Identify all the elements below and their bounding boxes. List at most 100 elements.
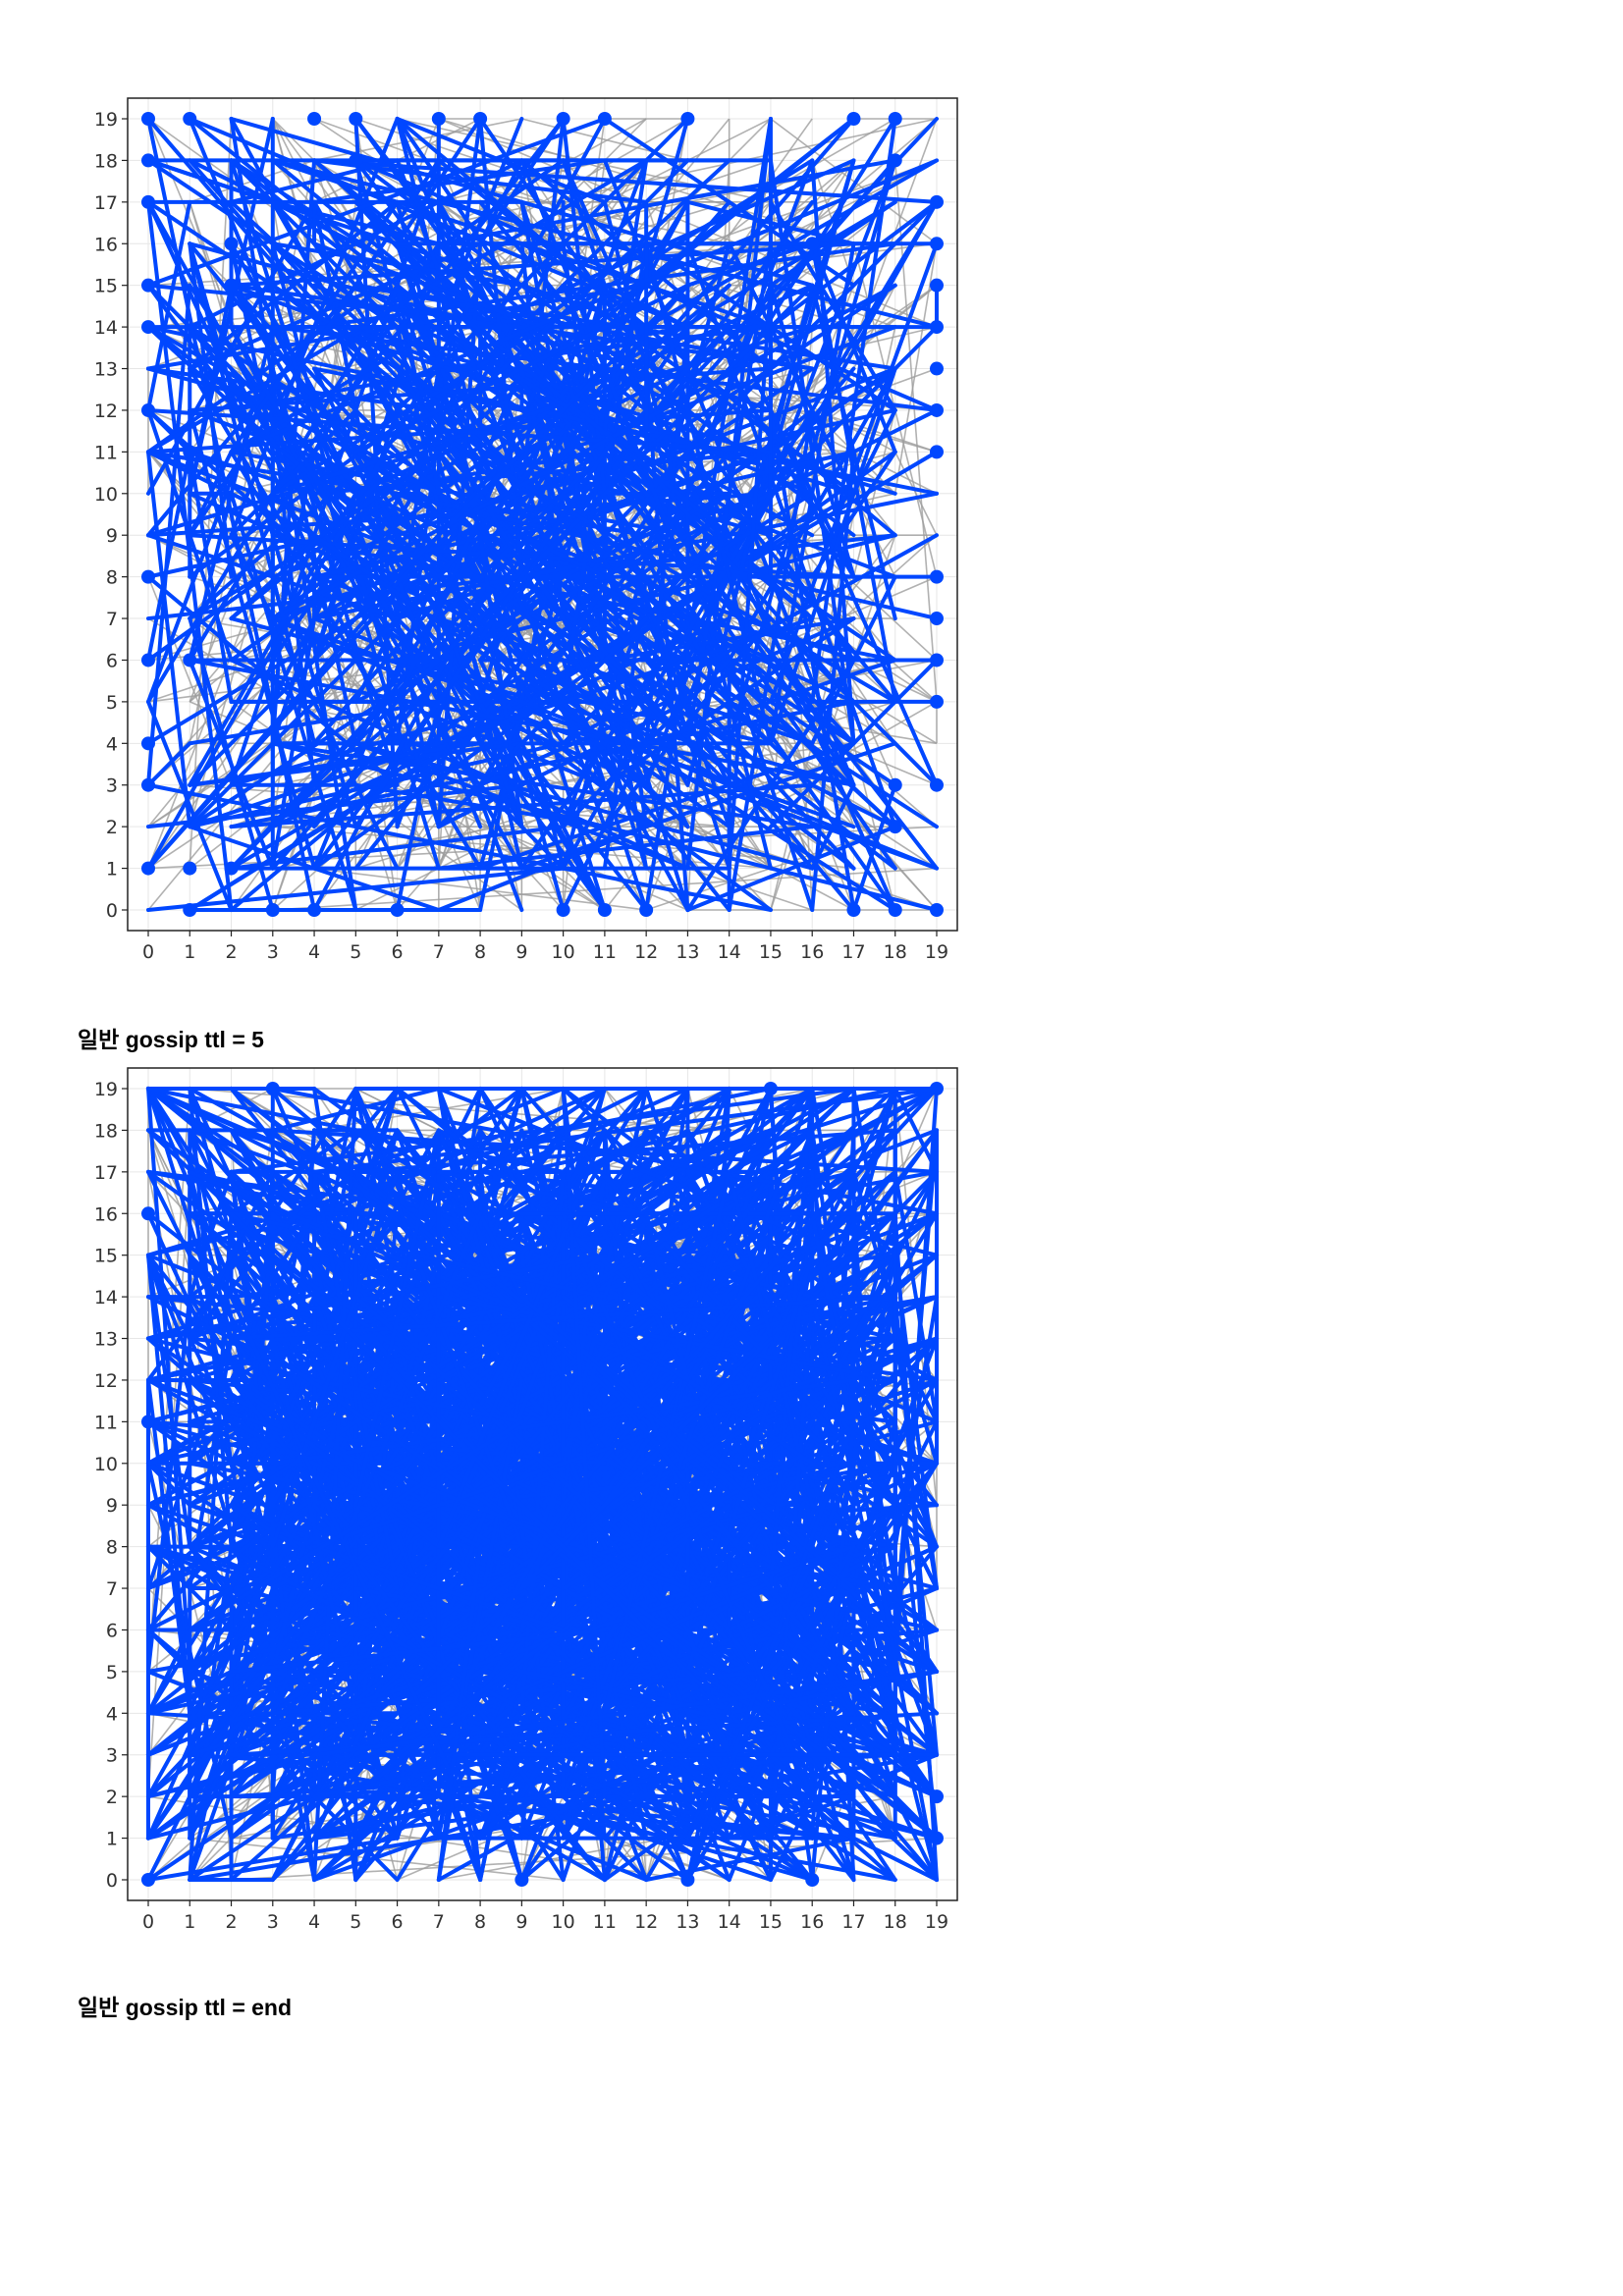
x-tick-label: 0 — [142, 1911, 154, 1933]
x-tick-label: 13 — [676, 941, 699, 963]
blue-edge — [270, 491, 358, 746]
blue-edge — [353, 1128, 897, 1174]
blue-edge — [229, 407, 358, 538]
y-tick-label: 2 — [106, 817, 118, 838]
blue-edge — [436, 658, 524, 787]
blue-edge — [229, 1628, 607, 1674]
node-point — [141, 1206, 155, 1221]
blue-edge — [478, 117, 897, 787]
blue-edge — [353, 450, 897, 871]
blue-edge — [312, 1087, 358, 1882]
blue-edge — [893, 1087, 939, 1674]
blue-edge — [644, 241, 773, 746]
plot-frame — [127, 97, 958, 932]
node-point — [930, 1082, 944, 1095]
blue-edge — [561, 1377, 939, 1591]
blue-edge — [685, 491, 731, 746]
blue-edge — [644, 325, 690, 746]
nodes — [141, 1082, 944, 1887]
blue-edge — [146, 117, 317, 912]
x-tick-label: 17 — [841, 941, 865, 963]
blue-edge — [229, 1295, 897, 1341]
blue-edge — [188, 1087, 441, 1632]
x-tick-label: 3 — [267, 941, 279, 963]
blue-edge — [146, 117, 607, 288]
node-point — [224, 861, 239, 876]
blue-edge — [229, 158, 441, 829]
node-point — [141, 653, 155, 667]
y-tick-label: 8 — [106, 567, 118, 589]
y-tick-label: 3 — [106, 775, 118, 797]
y-tick-label: 16 — [94, 234, 118, 255]
y-tick-label: 7 — [106, 1578, 118, 1600]
blue-edge — [353, 741, 690, 871]
blue-edge — [146, 450, 441, 663]
blue-edge — [395, 1503, 815, 1882]
blue-edge — [146, 199, 192, 412]
x-tick-label: 7 — [433, 1911, 445, 1933]
node-point — [141, 1415, 155, 1429]
blue-edge — [312, 1087, 939, 1174]
node-point — [224, 237, 239, 251]
node-point — [307, 903, 322, 917]
node-point — [141, 569, 155, 584]
blue-edge — [519, 1669, 731, 1716]
y-tick-label: 6 — [106, 1620, 118, 1641]
node-point — [473, 112, 488, 126]
y-tick-label: 4 — [106, 733, 118, 755]
blue-edge — [353, 283, 690, 454]
blue-edge — [188, 158, 441, 538]
blue-edge — [436, 825, 815, 871]
blue-edge — [768, 1253, 856, 1300]
y-tick-label: 17 — [94, 1162, 118, 1184]
node-point — [680, 112, 695, 126]
node-point — [514, 1873, 529, 1887]
node-point — [307, 112, 322, 126]
blue-edge — [727, 366, 897, 663]
blue-edge — [768, 199, 939, 330]
blue-edge — [146, 1503, 607, 1757]
blue-edge — [478, 1752, 524, 1841]
blue-edge — [353, 1087, 400, 1174]
blue-edge — [353, 1295, 731, 1632]
y-tick-label: 1 — [106, 1829, 118, 1850]
blue-edge — [229, 1253, 607, 1508]
blue-edge — [188, 1295, 731, 1674]
blue-edge — [519, 1087, 690, 1300]
x-tick-label: 9 — [515, 1911, 527, 1933]
node-point — [141, 320, 155, 335]
blue-edge — [229, 1211, 317, 1341]
node-point — [930, 1831, 944, 1845]
x-tick-label: 4 — [308, 941, 320, 963]
blue-edge — [685, 1544, 856, 1841]
y-tick-label: 14 — [94, 317, 118, 339]
blue-edge — [685, 1669, 731, 1757]
blue-edge — [146, 1253, 773, 1382]
blue-edge — [685, 1253, 815, 1674]
x-tick-label: 19 — [925, 941, 948, 963]
node-point — [265, 903, 280, 917]
x-tick-label: 14 — [718, 1911, 741, 1933]
blue-edge — [229, 325, 441, 704]
blue-edge — [312, 241, 773, 412]
blue-edge — [727, 1253, 897, 1632]
blue-edge — [146, 283, 566, 330]
node-point — [888, 153, 902, 168]
y-tick-label: 5 — [106, 692, 118, 714]
node-point — [930, 1789, 944, 1804]
blue-edge — [312, 1295, 649, 1716]
blue-edge — [229, 1377, 441, 1549]
node-point — [930, 194, 944, 209]
blue-edge — [644, 1253, 815, 1632]
blue-edge — [519, 366, 566, 538]
blue-edge — [893, 1087, 939, 1174]
node-point — [141, 278, 155, 293]
node-point — [930, 361, 944, 376]
blue-edge — [436, 616, 897, 912]
blue-edge — [395, 1336, 524, 1757]
blue-edge — [436, 1211, 773, 1882]
x-tick-label: 6 — [392, 1911, 404, 1933]
node-point — [805, 237, 820, 251]
node-point — [930, 320, 944, 335]
blue-edge — [644, 1211, 690, 1382]
